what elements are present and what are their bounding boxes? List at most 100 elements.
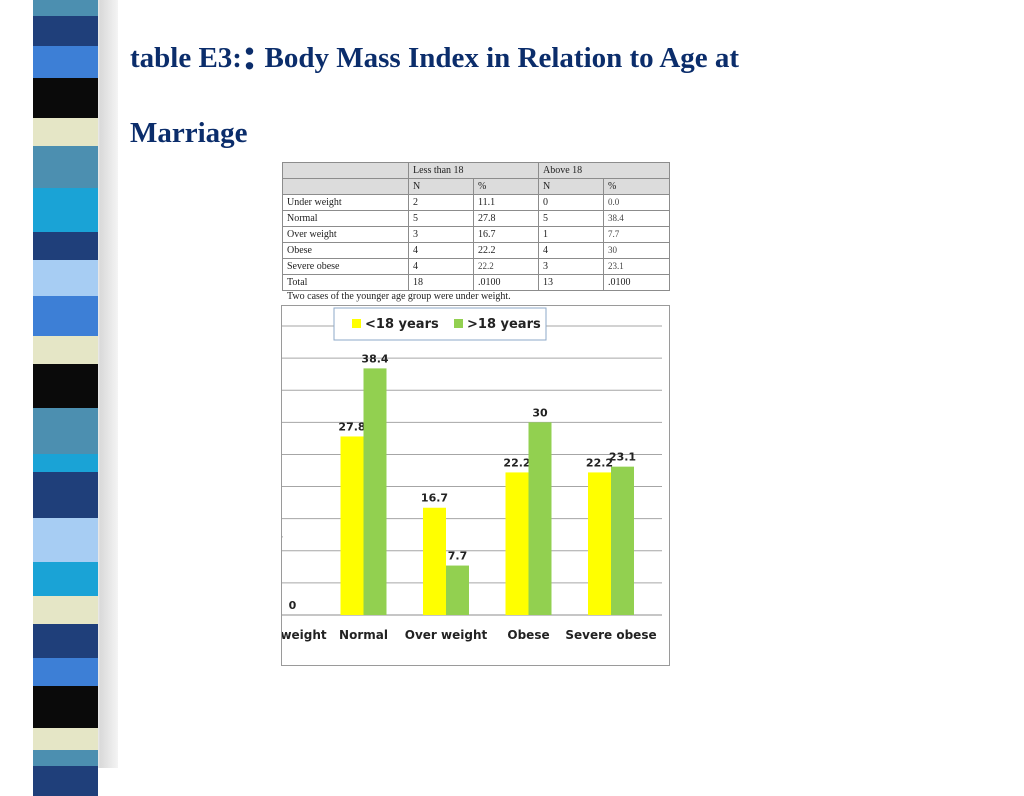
table-header-cell: Above 18 [538,162,671,179]
table-cell: 30 [603,242,671,259]
table-cell: Total [282,274,409,291]
bar [611,466,634,615]
bar [340,436,364,615]
title-text-c: Marriage [130,117,248,149]
stripe-block [33,596,98,624]
table-note: Two cases of the younger age group were … [287,291,511,302]
stripe-block [33,686,98,728]
title-text-b: Body Mass Index in Relation to Age at [257,42,740,74]
table-cell: Under weight [282,194,409,211]
stripe-block [33,766,98,796]
legend-swatch [454,319,463,328]
table-cell: 22.2 [472,258,540,275]
table-cell: 5 [408,210,474,227]
bar [528,422,552,615]
data-label: 22.2 [503,456,530,469]
data-label: 22.2 [586,456,613,469]
stripe-block [33,260,98,296]
table-header-cell [282,178,409,195]
table-cell: 27.8 [472,210,540,227]
table-row: Normal 5 27.8 5 38.4 [282,210,671,227]
stripe-block [33,728,98,750]
x-tick-label: Over weight [405,628,488,642]
table-header-cell [282,162,409,179]
slide-title: table E3:: Body Mass Index in Relation t… [130,16,1010,171]
table-header-cell: N [538,178,605,195]
stripe-block [33,118,98,146]
bar [446,565,469,615]
stripe-block [33,16,98,46]
table-cell: 0.0 [603,194,671,211]
data-label: 7.7 [448,550,468,563]
stripe-block [33,78,98,118]
table-cell: 38.4 [603,210,671,227]
stripe-block [33,232,98,260]
legend-box [333,307,547,341]
x-tick-label: Under weight [282,628,327,642]
table-cell: 4 [408,242,474,259]
table-header-cell: % [603,178,671,195]
stripe-block [33,408,98,454]
decorative-stripe-border [0,0,118,796]
data-label: 30 [532,406,548,419]
data-label: 11.1 [282,528,283,541]
table-cell: .0100 [603,274,671,291]
table-row: Total 18 .0100 13 .0100 [282,274,671,291]
table-cell: .0100 [472,274,540,291]
data-label: 27.8 [338,420,365,433]
bmi-table: Less than 18 Above 18 N % N % Under weig… [282,162,671,291]
table-cell: 23.1 [603,258,671,275]
table-cell: 22.2 [472,242,540,259]
stripe-block [33,624,98,658]
table-cell: Severe obese [282,258,409,275]
data-label: 23.1 [609,451,636,464]
bar [588,472,611,615]
data-label: 38.4 [361,352,388,365]
stripe-block [33,0,98,16]
data-label: 0 [289,599,297,612]
stripe-block [33,658,98,686]
stripe-block [33,188,98,232]
table-cell: 5 [538,210,605,227]
stripe-block [33,562,98,596]
x-tick-label: Severe obese [565,628,656,642]
table-cell: 4 [408,258,474,275]
table-cell: 1 [538,226,605,243]
legend-label: >18 years [467,317,541,332]
table-header-cell: % [472,178,540,195]
title-text-a: table E3: [130,42,242,74]
table-header-cell: Less than 18 [407,162,540,179]
stripe-block [33,518,98,562]
table-cell: 4 [538,242,605,259]
table-group-header-row: Less than 18 Above 18 [282,162,671,179]
legend-swatch [352,319,361,328]
table-cell: Normal [282,210,409,227]
bar [363,368,387,615]
bar [423,507,446,615]
data-label: 16.7 [421,492,448,505]
stripe-block [33,454,98,472]
table-cell: 3 [408,226,474,243]
stripe-block [33,296,98,336]
table-cell: 3 [538,258,605,275]
bmi-bar-chart: 11.1 0 Under weight 27.8 38.4 Normal 16.7 7.7 Ov… [281,305,670,666]
table-sub-header-row: N % N % [282,178,671,195]
stripe-block [33,336,98,364]
table-row: Over weight 3 16.7 1 7.7 [282,226,671,243]
stripe-blocks [33,0,98,796]
table-cell: 7.7 [603,226,671,243]
chart-svg: 11.1 0 Under weight 27.8 38.4 Normal 16.7 7.7 Ov… [282,307,662,642]
table-cell: Over weight [282,226,409,243]
x-tick-label: Obese [507,628,549,642]
table-cell: 18 [408,274,474,291]
table-cell: 0 [538,194,605,211]
title-colon: : [241,28,258,79]
table-row: Obese 4 22.2 4 30 [282,242,671,259]
table-cell: 2 [408,194,474,211]
table-row: Under weight 2 11.1 0 0.0 [282,194,671,211]
table-cell: Obese [282,242,409,259]
stripe-block [33,364,98,408]
table-row: Severe obese 4 22.2 3 23.1 [282,258,671,275]
stripe-block [33,472,98,518]
table-header-cell: N [408,178,474,195]
